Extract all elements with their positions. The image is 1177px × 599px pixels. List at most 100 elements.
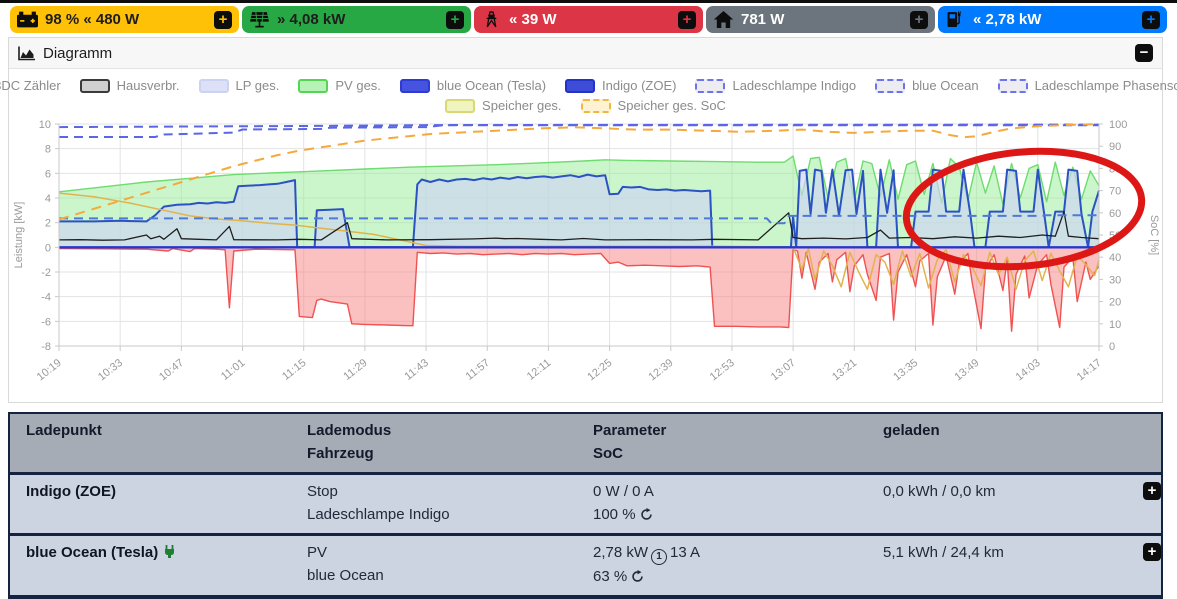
svg-text:Leistung [kW]: Leistung [kW] — [13, 202, 25, 269]
power-pylon-icon — [486, 11, 497, 28]
legend-swatch — [445, 98, 476, 113]
header-geladen: geladen — [883, 422, 940, 439]
chart-legend: E3DC Zähler Hausverbr. LP ges. PV ges. b… — [0, 69, 1177, 113]
area-chart-icon — [18, 46, 35, 60]
charging-station-icon — [947, 11, 961, 27]
svg-text:11:57: 11:57 — [464, 357, 492, 383]
legend-item-lp-ges[interactable]: LP ges. — [198, 78, 279, 93]
svg-text:60: 60 — [1109, 208, 1121, 220]
svg-text:10:47: 10:47 — [157, 357, 186, 383]
table-header-row: Ladepunkt Lademodus Fahrzeug Parameter SoC… — [10, 414, 1161, 472]
svg-text:-2: -2 — [41, 267, 51, 279]
legend-label: Speicher ges. — [482, 98, 562, 113]
row-expand-button[interactable]: + — [1143, 482, 1161, 500]
legend-item-blue-ocean-tesla[interactable]: blue Ocean (Tesla) — [399, 78, 546, 93]
legend-item-blue-ocean[interactable]: blue Ocean — [875, 78, 979, 93]
power-chart: 1086420-2-4-6-8100908070605040302010010:… — [13, 119, 1160, 383]
svg-text:4: 4 — [45, 193, 51, 205]
mode-vehicle-cell: Stop Ladeschlampe Indigo — [307, 483, 450, 523]
solar-panel-icon — [250, 12, 269, 28]
legend-swatch — [399, 78, 430, 93]
chargepoint-name-cell: Indigo (ZOE) — [26, 483, 116, 500]
svg-text:13:21: 13:21 — [830, 357, 859, 383]
diagram-collapse-button[interactable]: − — [1135, 44, 1153, 62]
legend-item-hausverbrauch[interactable]: Hausverbr. — [79, 78, 180, 93]
legend-item-e3dc[interactable]: E3DC Zähler — [0, 78, 61, 93]
svg-text:10: 10 — [1109, 319, 1121, 331]
parameter-soc-cell: 0 W / 0 A 100 % — [593, 483, 654, 523]
house-status-badge[interactable]: 781 W + — [706, 6, 935, 33]
car-battery-icon — [17, 11, 38, 28]
legend-row-1: E3DC Zähler Hausverbr. LP ges. PV ges. b… — [0, 78, 1177, 93]
svg-text:8: 8 — [45, 144, 51, 156]
legend-item-ladeschlampe-phasenschaltung[interactable]: Ladeschlampe Phasenschaltung — [997, 78, 1177, 93]
chargepoint-expand-button[interactable]: + — [1142, 10, 1160, 29]
legend-swatch — [997, 78, 1028, 93]
row-expand-button[interactable]: + — [1143, 543, 1161, 561]
legend-item-ladeschlampe-indigo[interactable]: Ladeschlampe Indigo — [695, 78, 856, 93]
plugged-in-icon — [165, 545, 175, 558]
legend-label: blue Ocean — [912, 78, 979, 93]
status-bar: 98 % « 480 W + » 4,08 kW + « 39 W + 781 … — [10, 6, 1167, 33]
legend-swatch — [695, 78, 726, 93]
diagram-card: Diagramm − E3DC Zähler Hausverbr. LP ges… — [0, 37, 1177, 403]
phase-count-badge: 1 — [651, 548, 668, 565]
row-actions-cell: + — [1115, 480, 1161, 526]
legend-label: E3DC Zähler — [0, 78, 61, 93]
svg-text:-8: -8 — [41, 341, 51, 353]
diagram-title: Diagramm — [43, 44, 113, 62]
svg-text:70: 70 — [1109, 186, 1121, 198]
soc-refresh-icon[interactable] — [640, 508, 653, 521]
charged-cell: 0,0 kWh / 0,0 km — [883, 483, 996, 500]
row-actions-cell: + — [1115, 541, 1161, 588]
legend-label: PV ges. — [335, 78, 381, 93]
svg-text:100: 100 — [1109, 119, 1127, 131]
svg-text:14:17: 14:17 — [1075, 357, 1104, 383]
battery-expand-button[interactable]: + — [214, 10, 232, 29]
grid-expand-button[interactable]: + — [678, 10, 696, 29]
pv-expand-button[interactable]: + — [446, 10, 464, 29]
chargepoint-status-label: « 2,78 kW — [973, 11, 1042, 28]
grid-status-badge[interactable]: « 39 W + — [474, 6, 703, 33]
pv-status-label: » 4,08 kW — [277, 11, 346, 28]
chargepoint-status-badge[interactable]: « 2,78 kW + — [938, 6, 1167, 33]
soc-refresh-icon[interactable] — [631, 569, 644, 583]
legend-row-2: Speicher ges. Speicher ges. SoC — [9, 98, 1162, 113]
legend-item-speicher-ges[interactable]: Speicher ges. — [445, 98, 562, 113]
grid-status-label: « 39 W — [509, 11, 557, 28]
svg-text:10:19: 10:19 — [35, 357, 64, 383]
svg-text:13:35: 13:35 — [891, 357, 920, 383]
legend-label: Indigo (ZOE) — [602, 78, 677, 93]
pv-status-badge[interactable]: » 4,08 kW + — [242, 6, 471, 33]
svg-text:13:49: 13:49 — [952, 357, 981, 383]
house-status-label: 781 W — [741, 11, 785, 28]
svg-text:SoC [%]: SoC [%] — [1148, 215, 1160, 255]
svg-text:11:15: 11:15 — [280, 357, 308, 383]
legend-label: Ladeschlampe Phasenschaltung — [1034, 78, 1177, 93]
svg-text:12:39: 12:39 — [647, 357, 676, 383]
svg-text:12:11: 12:11 — [525, 357, 553, 383]
highlight-ellipse-annotation — [902, 147, 1146, 271]
legend-label: Speicher ges. SoC — [617, 98, 726, 113]
chargepoint-table: Ladepunkt Lademodus Fahrzeug Parameter SoC… — [8, 412, 1163, 599]
battery-status-badge[interactable]: 98 % « 480 W + — [10, 6, 239, 33]
house-icon — [713, 11, 734, 28]
legend-swatch — [79, 78, 110, 93]
header-parameter-soc: Parameter SoC — [593, 422, 667, 462]
diagram-card-header: Diagramm − — [9, 38, 1162, 69]
legend-item-pv-ges[interactable]: PV ges. — [298, 78, 381, 93]
house-expand-button[interactable]: + — [910, 10, 928, 29]
legend-item-speicher-soc[interactable]: Speicher ges. SoC — [580, 98, 726, 113]
svg-text:11:29: 11:29 — [341, 357, 369, 383]
svg-text:13:07: 13:07 — [769, 357, 798, 383]
svg-text:12:53: 12:53 — [708, 357, 737, 383]
chargepoint-name-cell: blue Ocean (Tesla) — [26, 541, 307, 588]
charged-cell: 5,1 kWh / 24,4 km — [883, 544, 1004, 561]
table-row: Indigo (ZOE) Stop Ladeschlampe Indigo 0 W… — [10, 472, 1161, 533]
svg-text:10: 10 — [39, 119, 51, 131]
legend-item-indigo-zoe[interactable]: Indigo (ZOE) — [565, 78, 676, 93]
svg-text:40: 40 — [1109, 252, 1121, 264]
legend-swatch — [875, 78, 906, 93]
svg-text:10:33: 10:33 — [96, 357, 125, 383]
mode-vehicle-cell: PV blue Ocean — [307, 544, 384, 584]
